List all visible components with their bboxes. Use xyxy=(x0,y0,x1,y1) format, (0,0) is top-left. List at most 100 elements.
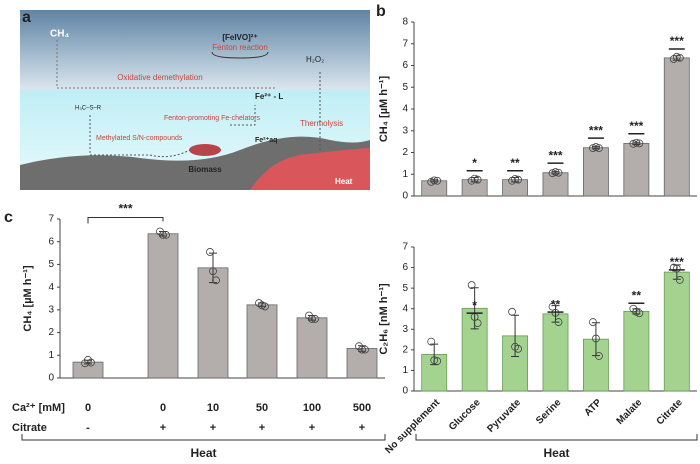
label: Biomass xyxy=(188,165,222,174)
x-tick-label: ATP xyxy=(583,397,605,419)
x-tick-label: 0 xyxy=(85,402,91,414)
y-tick-label: 0 xyxy=(402,386,408,397)
x-tick-label: 100 xyxy=(303,402,321,414)
bar xyxy=(623,142,650,197)
replicate-point xyxy=(361,345,369,354)
replicate-point xyxy=(514,344,522,353)
bar xyxy=(197,267,229,379)
x-tick-label: + xyxy=(210,422,216,434)
y-tick-label: 3 xyxy=(402,324,408,335)
y-tick-label: 7 xyxy=(402,38,408,49)
y-axis-label: C₂H₆ [nM h⁻¹] xyxy=(378,283,390,355)
replicate-point xyxy=(473,175,482,184)
y-tick-label: 2 xyxy=(402,344,408,355)
replicate-point xyxy=(162,230,170,239)
x-tick-label: Citrate xyxy=(655,397,685,427)
replicate-point xyxy=(433,357,442,366)
replicate-point xyxy=(308,315,316,323)
x-tick-label: 500 xyxy=(353,402,371,414)
x-tick-label: + xyxy=(259,422,265,434)
bar xyxy=(147,233,179,379)
replicate-point xyxy=(433,176,442,185)
significance: ** xyxy=(510,156,520,170)
replicate-point xyxy=(554,168,563,177)
replicate-point xyxy=(635,139,644,148)
bar xyxy=(246,304,278,379)
y-tick-label: 1 xyxy=(402,169,408,180)
replicate-point xyxy=(554,318,563,326)
significance: * xyxy=(472,156,477,170)
sky xyxy=(20,10,370,90)
label: Thermolysis xyxy=(300,119,343,128)
error-bar xyxy=(591,322,600,357)
y-tick-label: 3 xyxy=(402,125,408,136)
panel-label: c xyxy=(4,209,13,226)
replicate-point xyxy=(548,302,557,311)
replicate-point xyxy=(206,248,214,256)
y-tick-label: 4 xyxy=(402,303,408,314)
label: Fe²⁺ - L xyxy=(255,92,283,101)
replicate-point xyxy=(595,352,603,360)
replicate-point xyxy=(311,315,319,323)
y-tick-label: 6 xyxy=(402,262,408,273)
y-tick-label: 1 xyxy=(48,350,54,361)
replicate-point xyxy=(511,175,519,183)
x-tick-label: No supplement xyxy=(383,397,442,456)
label: Fe²⁺aq xyxy=(255,137,277,144)
replicate-point xyxy=(592,334,600,343)
y-axis-label: CH₄ [µM h⁻¹] xyxy=(378,76,390,143)
label: Fenton-promoting Fe-chelators xyxy=(164,115,261,122)
y-tick-label: 1 xyxy=(402,365,408,376)
y-tick-label: 0 xyxy=(402,191,408,202)
diagram: a CH₄ [FeIVO]²⁺ Fenton reaction Oxidativ… xyxy=(20,9,370,190)
y-tick-label: 7 xyxy=(48,214,54,225)
significance: ** xyxy=(551,297,561,311)
replicate-point xyxy=(595,144,603,153)
label: Oxidative demethylation xyxy=(117,73,202,82)
x-tick-label: Serine xyxy=(534,397,564,427)
label: H₂O₂ xyxy=(306,55,324,64)
replicate-point xyxy=(84,355,92,364)
label: Fenton reaction xyxy=(212,43,268,52)
arrow xyxy=(230,105,256,126)
significance: *** xyxy=(670,34,684,48)
panel-label: b xyxy=(376,3,386,20)
y-tick-label: 6 xyxy=(48,236,54,247)
bracket-label: *** xyxy=(118,202,132,216)
x-axis-label: Heat xyxy=(190,446,216,460)
replicate-point xyxy=(212,276,220,285)
bar xyxy=(623,310,650,392)
replicate-point xyxy=(551,168,560,176)
significance: *** xyxy=(670,255,684,269)
replicate-point xyxy=(467,281,476,289)
label: [FeIVO]²⁺ xyxy=(222,33,257,42)
arrow xyxy=(89,115,191,158)
x-tick-label: + xyxy=(309,422,315,434)
replicate-point xyxy=(427,337,436,346)
x-tick-label: 10 xyxy=(207,402,219,414)
replicate-point xyxy=(358,345,366,354)
label: CH₄ xyxy=(50,29,69,40)
x-tick-label: - xyxy=(86,422,90,434)
replicate-point xyxy=(508,307,516,316)
y-axis-label: CH₄ [µM h⁻¹] xyxy=(22,265,34,332)
replicate-point xyxy=(473,319,482,328)
x-axis-label: Heat xyxy=(543,446,569,460)
replicate-point xyxy=(209,267,217,276)
y-tick-label: 7 xyxy=(402,242,408,253)
x-tick-label: + xyxy=(160,422,166,434)
replicate-point xyxy=(672,264,681,273)
x-tick-label: + xyxy=(359,422,365,434)
replicate-point xyxy=(514,175,522,184)
y-tick-label: 4 xyxy=(402,104,408,115)
replicate-point xyxy=(87,358,95,367)
y-tick-label: 6 xyxy=(402,60,408,71)
replicate-point xyxy=(675,276,684,284)
bar xyxy=(582,147,609,197)
bar xyxy=(663,57,690,197)
replicate-point xyxy=(430,176,439,185)
x-tick-label: Glucose xyxy=(447,397,483,433)
brace xyxy=(211,51,269,59)
replicate-point xyxy=(632,138,641,147)
